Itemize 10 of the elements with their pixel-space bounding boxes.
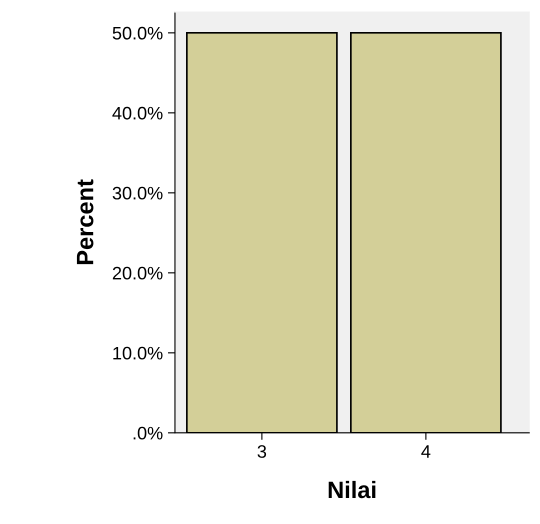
y-axis-title: Percent [76,179,94,264]
x-tick-label: 4 [421,445,430,458]
y-tick-label: .0% [134,426,163,440]
y-tick-label: 50.0% [112,26,163,40]
x-tick-label: 3 [258,445,266,458]
x-axis-title: Nilai [328,480,376,498]
y-tick-label: 40.0% [112,106,163,120]
y-tick-label: 30.0% [112,186,163,200]
y-tick-label: 10.0% [113,346,163,360]
y-tick-label: 20.0% [112,266,163,280]
